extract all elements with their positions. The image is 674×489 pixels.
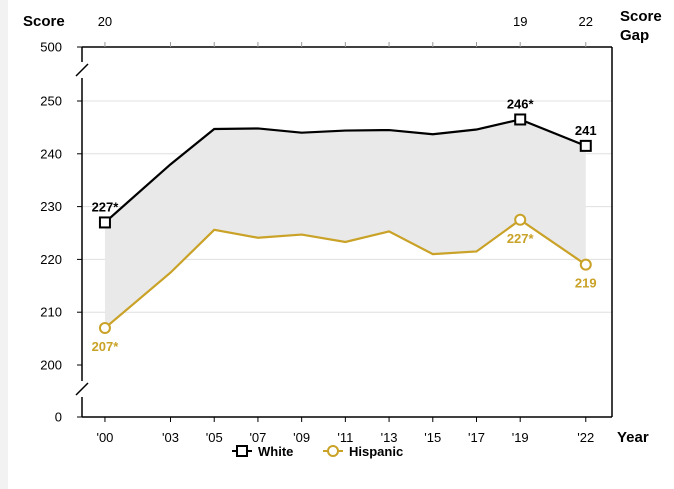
data-label-hispanic-2019: 227* <box>507 231 535 246</box>
x-tick-label-2003: '03 <box>162 430 179 445</box>
y-tick-label-230: 230 <box>40 199 62 214</box>
x-tick-label-2022: '22 <box>577 430 594 445</box>
y-axis-title: Score <box>23 13 65 30</box>
x-tick-label-2019: '19 <box>512 430 529 445</box>
gap-shaded-area <box>104 119 586 329</box>
x-tick-label-2013: '13 <box>381 430 398 445</box>
y-axis-break-mark-top <box>75 63 89 77</box>
marker-hispanic-2000 <box>98 322 111 335</box>
y-tick-label-220: 220 <box>40 252 62 267</box>
gap-axis-title-line2: Gap <box>620 27 649 44</box>
data-label-white-2022: 241 <box>575 123 597 138</box>
gap-value-2022: 22 <box>579 14 593 29</box>
marker-white-2022 <box>579 139 592 152</box>
legend-label-white: White <box>258 444 293 459</box>
x-tick-label-2005: '05 <box>206 430 223 445</box>
legend-marker-white <box>236 445 248 457</box>
x-tick-label-2000: '00 <box>96 430 113 445</box>
legend-marker-hispanic <box>327 445 339 457</box>
data-label-hispanic-2000: 207* <box>92 339 120 354</box>
marker-white-2019 <box>514 113 527 126</box>
y-tick-label-250: 250 <box>40 94 62 109</box>
y-tick-label-240: 240 <box>40 146 62 161</box>
left-margin-strip <box>0 0 8 489</box>
x-tick-label-2017: '17 <box>468 430 485 445</box>
marker-hispanic-2022 <box>579 258 592 271</box>
y-tick-label-200: 200 <box>40 358 62 373</box>
y-tick-label-500: 500 <box>40 40 62 55</box>
y-tick-label-0: 0 <box>55 410 62 425</box>
y-tick-label-210: 210 <box>40 305 62 320</box>
data-label-hispanic-2022: 219 <box>575 276 597 291</box>
y-axis-break-mark-bottom <box>75 382 89 396</box>
marker-white-2000 <box>98 216 111 229</box>
x-tick-label-2007: '07 <box>249 430 266 445</box>
x-axis-title: Year <box>617 429 649 446</box>
series-line-hispanic <box>104 218 587 329</box>
gap-value-2019: 19 <box>513 14 527 29</box>
marker-hispanic-2019 <box>514 213 527 226</box>
x-tick-label-2009: '09 <box>293 430 310 445</box>
data-label-white-2019: 246* <box>507 96 535 111</box>
gap-axis-title-line1: Score <box>620 8 662 25</box>
data-label-white-2000: 227* <box>92 199 120 214</box>
x-tick-label-2011: '11 <box>337 430 353 445</box>
series-line-white <box>104 118 587 224</box>
x-tick-label-2015: '15 <box>424 430 441 445</box>
legend-label-hispanic: Hispanic <box>349 444 403 459</box>
gap-value-2000: 20 <box>98 14 112 29</box>
